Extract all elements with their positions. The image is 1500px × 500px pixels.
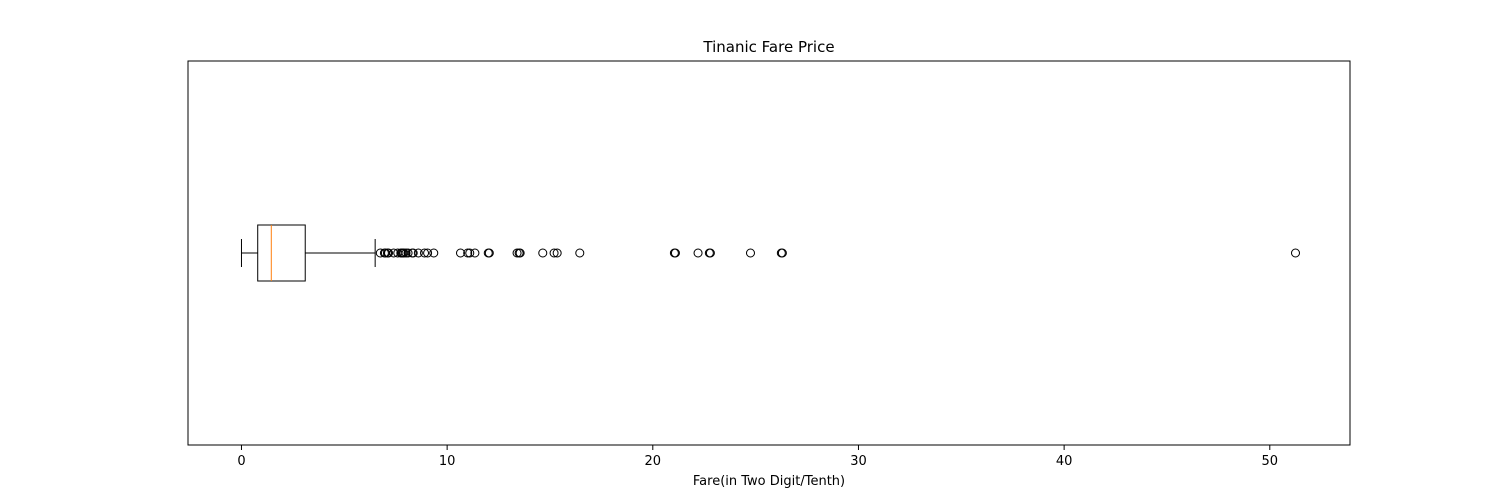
outlier-point — [456, 248, 466, 258]
outlier-point — [670, 248, 680, 258]
outlier-point — [515, 248, 525, 258]
outlier-point — [403, 248, 413, 258]
outlier-point — [777, 248, 787, 258]
outlier-point — [705, 248, 715, 258]
plot-area — [187, 60, 1351, 446]
x-tick-label: 0 — [237, 454, 245, 469]
outlier-point — [549, 248, 559, 258]
outlier-point — [420, 248, 430, 258]
outlier-point — [413, 248, 423, 258]
outlier-point — [1290, 248, 1300, 258]
outlier-point — [465, 248, 475, 258]
iqr-box — [257, 224, 306, 282]
outlier-point — [470, 248, 480, 258]
outlier-point — [745, 248, 755, 258]
outlier-point — [484, 248, 494, 258]
outlier-point — [575, 248, 585, 258]
outlier-point — [384, 248, 394, 258]
x-tick-label: 30 — [850, 454, 867, 469]
outlier-point — [408, 248, 418, 258]
box-plot — [240, 224, 376, 282]
x-tick-label: 10 — [439, 454, 456, 469]
outlier-point — [538, 248, 548, 258]
x-tick-label: 40 — [1056, 454, 1073, 469]
outliers — [375, 248, 1300, 258]
chart-title: Tinanic Fare Price — [702, 38, 834, 56]
x-axis: 0 10 20 30 40 50 — [237, 445, 1278, 469]
outlier-point — [423, 248, 433, 258]
outlier-point — [552, 248, 562, 258]
outlier-point — [693, 248, 703, 258]
x-tick-label: 20 — [645, 454, 662, 469]
outlier-point — [429, 248, 439, 258]
x-axis-label: Fare(in Two Digit/Tenth) — [693, 474, 845, 489]
x-tick-label: 50 — [1262, 454, 1279, 469]
